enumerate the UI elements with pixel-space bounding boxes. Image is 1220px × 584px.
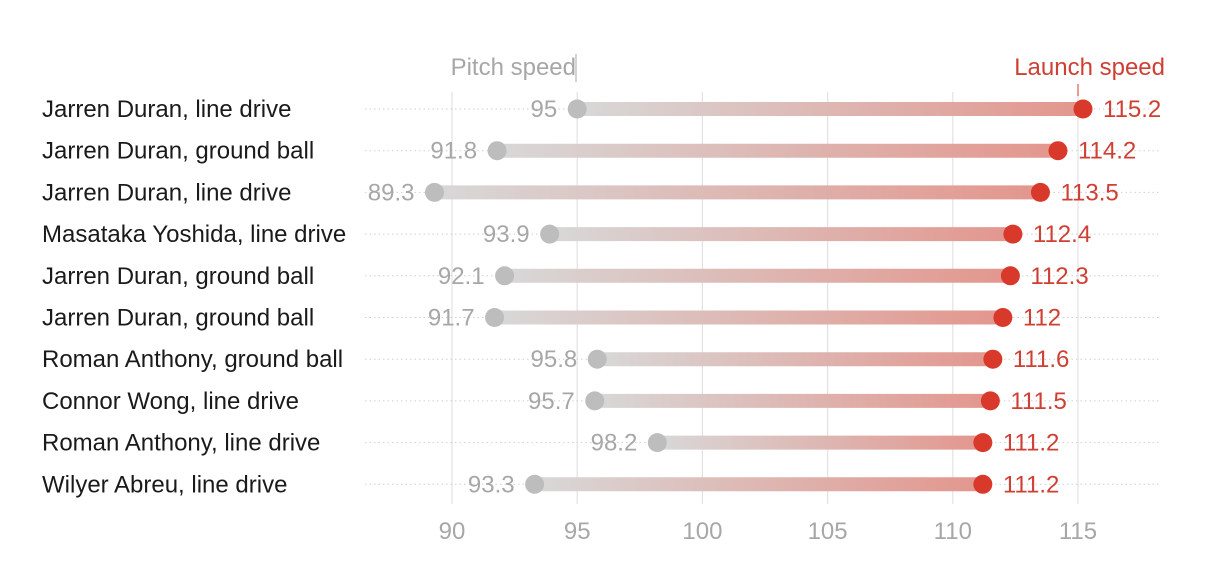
row-label: Jarren Duran, line drive	[42, 96, 291, 123]
pitch-speed-label: 93.3	[468, 471, 515, 498]
launch-speed-label: 112.3	[1030, 263, 1088, 290]
x-tick-label: 95	[564, 518, 591, 545]
chart-row: Connor Wong, line drive 95.7 111.5	[42, 388, 1160, 415]
row-label: Roman Anthony, line drive	[42, 430, 320, 457]
pitch-speed-dot	[540, 224, 560, 244]
x-axis: 90 95 100 105 110 115	[439, 518, 1097, 545]
chart-row: Roman Anthony, line drive 98.2 111.2	[42, 430, 1160, 457]
launch-speed-dot	[1048, 141, 1068, 161]
chart-row: Roman Anthony, ground ball 95.8 111.6	[42, 346, 1160, 373]
launch-speed-dot	[980, 391, 1000, 411]
pitch-speed-dot	[567, 99, 587, 119]
pitch-speed-label: 92.1	[438, 263, 485, 290]
pitch-speed-dot	[495, 266, 515, 286]
x-tick-label: 105	[808, 518, 848, 545]
legend: Pitch speed Launch speed	[451, 54, 1165, 96]
launch-speed-label: 115.2	[1103, 96, 1161, 123]
launch-speed-dot	[993, 308, 1013, 327]
launch-speed-dot	[1003, 224, 1023, 244]
row-label: Roman Anthony, ground ball	[42, 346, 343, 373]
chart-row: Jarren Duran, ground ball 91.8 114.2	[42, 138, 1160, 165]
row-label: Jarren Duran, ground ball	[42, 138, 314, 165]
launch-speed-dot	[973, 433, 993, 453]
launch-speed-dot	[1073, 99, 1093, 119]
chart-row: Jarren Duran, ground ball 92.1 112.3	[42, 263, 1160, 290]
x-tick-label: 110	[934, 518, 972, 545]
pitch-speed-label: 91.8	[430, 138, 477, 165]
row-label: Jarren Duran, line drive	[42, 179, 291, 206]
pitch-speed-dot	[587, 349, 607, 369]
launch-speed-label: 111.6	[1013, 346, 1070, 373]
row-label: Masataka Yoshida, line drive	[42, 221, 346, 248]
pitch-speed-label: 93.9	[483, 221, 530, 248]
launch-speed-label: 112	[1023, 305, 1061, 332]
pitch-speed-dot	[424, 182, 444, 202]
launch-speed-dot	[983, 349, 1003, 369]
row-label: Jarren Duran, ground ball	[42, 263, 314, 290]
chart-row: Jarren Duran, line drive 95 115.2	[42, 96, 1161, 123]
launch-speed-label: 111.2	[1003, 471, 1060, 498]
pitch-speed-dot	[487, 141, 507, 161]
launch-speed-dot	[1030, 182, 1050, 202]
launch-speed-dot	[1000, 266, 1020, 286]
chart-row: Masataka Yoshida, line drive 93.9 112.4	[42, 221, 1160, 248]
pitch-speed-label: 95.7	[528, 388, 575, 415]
pitch-speed-label: 95	[530, 96, 557, 123]
pitch-speed-label: 95.8	[531, 346, 578, 373]
row-label: Wilyer Abreu, line drive	[42, 471, 287, 498]
launch-speed-label: 114.2	[1078, 138, 1136, 165]
chart-row: Jarren Duran, ground ball 91.7 112	[42, 305, 1160, 332]
launch-speed-label: 113.5	[1060, 179, 1118, 206]
pitch-speed-label: 89.3	[368, 179, 415, 206]
legend-pitch-label: Pitch speed	[451, 54, 576, 81]
chart-row: Jarren Duran, line drive 89.3 113.5	[42, 179, 1160, 206]
chart-row: Wilyer Abreu, line drive 93.3 111.2	[42, 471, 1160, 498]
pitch-speed-dot	[525, 474, 545, 494]
row-label: Jarren Duran, ground ball	[42, 305, 314, 332]
x-tick-label: 115	[1059, 518, 1097, 545]
x-tick-label: 90	[439, 518, 466, 545]
pitch-speed-dot	[585, 391, 605, 411]
launch-speed-label: 112.4	[1033, 221, 1091, 248]
launch-speed-label: 111.5	[1010, 388, 1067, 415]
launch-speed-label: 111.2	[1003, 430, 1060, 457]
pitch-speed-label: 98.2	[591, 430, 638, 457]
row-label: Connor Wong, line drive	[42, 388, 299, 415]
pitch-speed-label: 91.7	[428, 305, 475, 332]
pitch-speed-dot	[647, 433, 667, 453]
pitch-speed-dot	[485, 308, 505, 327]
legend-launch-label: Launch speed	[1014, 54, 1165, 81]
x-tick-label: 100	[682, 518, 722, 545]
launch-speed-dot	[973, 474, 993, 494]
grid	[451, 92, 1079, 504]
